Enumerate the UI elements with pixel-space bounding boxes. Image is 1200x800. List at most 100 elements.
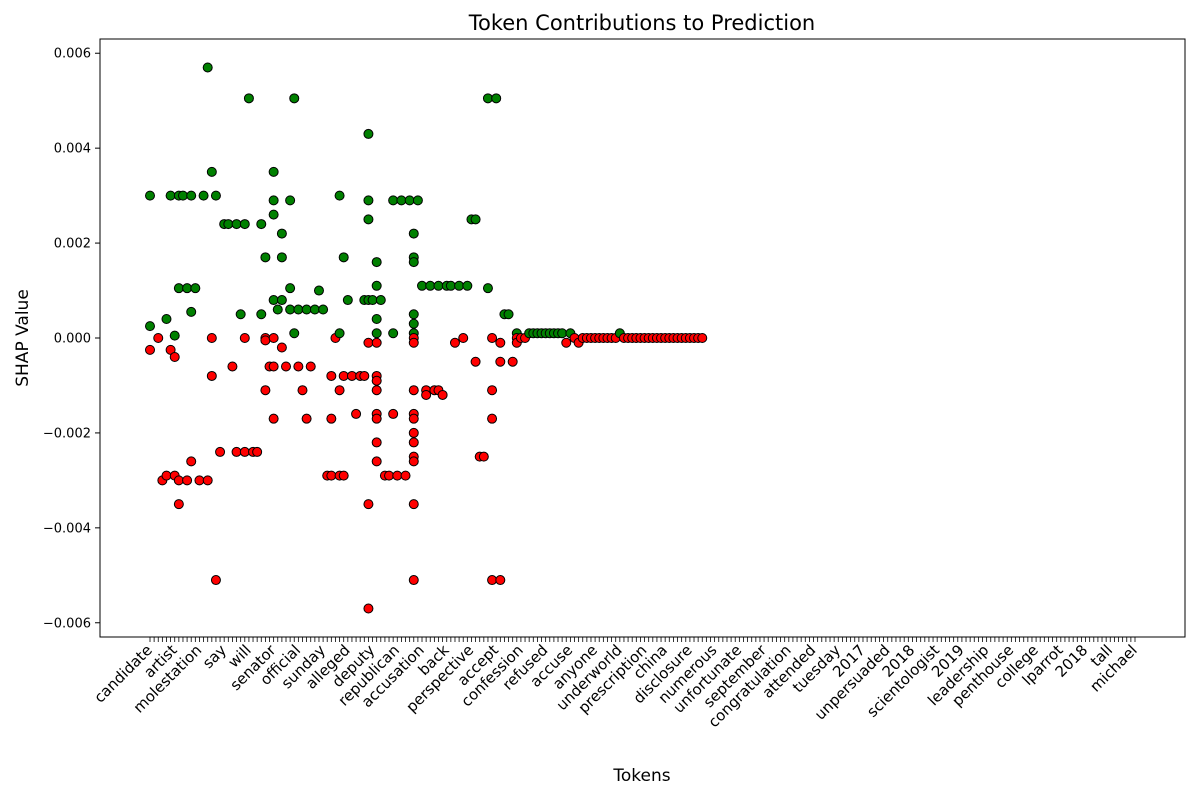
positive-point (182, 283, 193, 294)
negative-point (408, 385, 419, 396)
positive-point (491, 93, 502, 104)
negative-point (301, 413, 312, 424)
negative-point (478, 451, 489, 462)
negative-point (153, 333, 164, 343)
positive-point (404, 195, 415, 206)
negative-point (408, 427, 419, 438)
positive-point (268, 195, 279, 206)
positive-point (445, 280, 456, 291)
negative-point (384, 470, 395, 481)
negative-point (371, 375, 382, 386)
y-tick-label: −0.006 (43, 616, 91, 631)
negative-point (408, 499, 419, 510)
negative-point (470, 356, 481, 367)
negative-point (371, 456, 382, 467)
positive-point (289, 328, 300, 339)
positive-point (408, 309, 419, 320)
positive-point (433, 280, 444, 291)
positive-point (190, 283, 201, 294)
negative-point (495, 575, 506, 586)
positive-point (371, 328, 382, 339)
positive-point (289, 93, 300, 104)
negative-point (363, 603, 374, 614)
positive-point (313, 285, 324, 296)
y-tick-label: 0.002 (54, 237, 91, 252)
negative-point (305, 361, 316, 372)
positive-point (334, 328, 345, 339)
negative-point (252, 446, 263, 457)
negative-point (487, 575, 498, 586)
negative-point (268, 413, 279, 424)
positive-point (367, 295, 378, 306)
negative-point (400, 470, 411, 481)
negative-point (408, 437, 419, 448)
negative-point (145, 344, 155, 355)
positive-point (408, 318, 419, 329)
positive-point (268, 166, 279, 177)
negative-point (194, 475, 205, 486)
plot-frame (99, 38, 1186, 638)
positive-point (243, 93, 254, 104)
positive-point (260, 252, 271, 263)
negative-point (268, 361, 279, 372)
negative-point (346, 370, 357, 381)
positive-point (425, 280, 436, 291)
negative-point (206, 370, 217, 381)
positive-point (503, 309, 514, 320)
negative-point (227, 361, 238, 372)
y-tick-label: 0.006 (54, 47, 91, 62)
y-axis-label: SHAP Value (13, 289, 33, 387)
positive-point (309, 304, 320, 315)
negative-point (371, 413, 382, 424)
negative-point (408, 413, 419, 424)
negative-point (206, 333, 217, 343)
positive-point (268, 209, 279, 220)
negative-point (186, 456, 197, 467)
chart-title: Token Contributions to Prediction (468, 11, 816, 35)
positive-point (417, 280, 428, 291)
negative-point (202, 475, 213, 486)
positive-point (371, 280, 382, 291)
positive-point (408, 257, 419, 268)
positive-point (276, 228, 287, 239)
positive-point (363, 128, 374, 139)
positive-point (375, 295, 386, 306)
negative-point (363, 337, 374, 348)
negative-point (281, 361, 292, 372)
negative-point (507, 356, 518, 367)
positive-point (338, 252, 349, 263)
negative-point (388, 408, 399, 419)
negative-point (697, 333, 708, 343)
positive-point (206, 166, 217, 177)
negative-point (173, 499, 184, 510)
positive-point (256, 219, 267, 230)
negative-point (421, 389, 432, 400)
positive-point (276, 252, 287, 263)
positive-point (268, 295, 279, 306)
positive-point (165, 190, 176, 201)
positive-point (454, 280, 465, 291)
positive-point (293, 304, 304, 315)
positive-point (198, 190, 209, 201)
positive-point (202, 62, 213, 73)
negative-point (495, 356, 506, 367)
negative-point (182, 475, 193, 486)
negative-point (338, 470, 349, 481)
negative-point (487, 333, 498, 343)
positive-point (145, 190, 155, 201)
positive-point (557, 328, 568, 339)
y-axis-ticks: −0.006 −0.004 −0.002 0.000 0.002 0.004 0.006 (43, 47, 100, 631)
positive-point (285, 283, 296, 294)
negative-point (338, 370, 349, 381)
negative-point (392, 470, 403, 481)
negative-point (351, 408, 362, 419)
positive-point (371, 257, 382, 268)
positive-point (318, 304, 329, 315)
positive-point (482, 93, 493, 104)
positive-point (235, 309, 246, 320)
negative-point (371, 437, 382, 448)
negative-point (408, 575, 419, 586)
negative-point (408, 337, 419, 348)
negative-point (215, 446, 226, 457)
positive-point (145, 321, 155, 332)
